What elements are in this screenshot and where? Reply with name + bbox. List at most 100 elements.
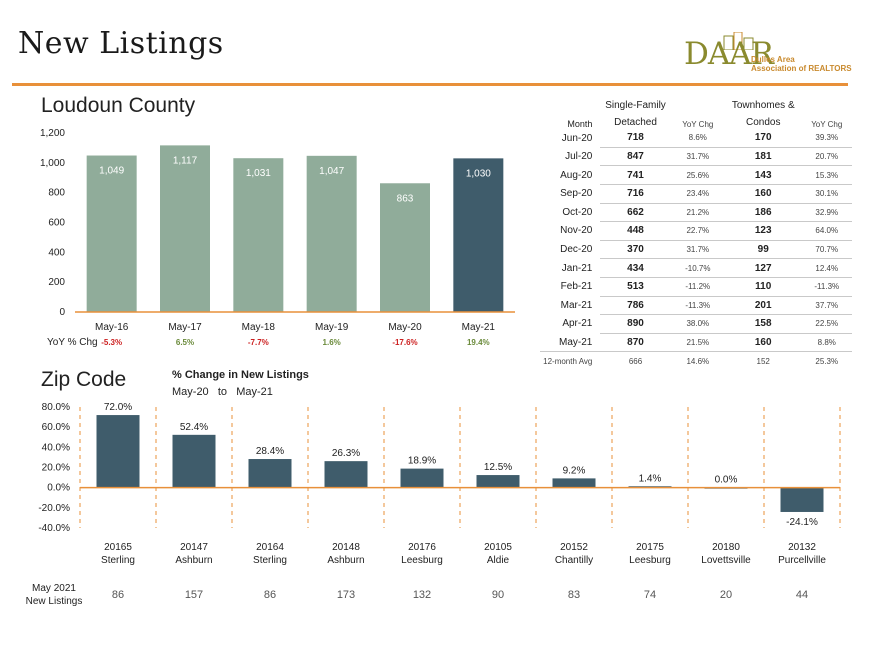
th-cell: 127 [724,258,802,278]
th-cell: 186 [724,203,802,223]
sfd-yoy-cell: 31.7% [670,240,725,260]
range-from: May-20 [172,386,209,398]
th-cell: 181 [724,147,802,167]
sfd-yoy-cell: 21.5% [670,333,725,353]
x-tick-label: May-17 [168,322,202,333]
x-tick-zip: 20176 [408,542,436,553]
sfd-cell: 718 [600,129,671,148]
new-listings-count: 157 [185,589,203,601]
footer-th-yoy: 25.3% [801,351,852,370]
th-cell: 158 [724,314,802,334]
logo-letters: DAAR [684,36,774,72]
month-cell: Jan-21 [561,262,593,274]
table-row: Jul-20 847 31.7% 181 20.7% [540,147,852,167]
bar-May-21 [453,158,504,312]
x-tick-city: Purcellville [778,555,826,566]
yoy-value: 1.6% [323,338,341,347]
bar-20152 [552,478,596,488]
new-listings-count: 86 [264,589,276,601]
sfd-cell: 448 [600,221,671,241]
x-tick-city: Sterling [253,555,287,566]
bar-20164 [248,459,292,488]
new-listings-count: 132 [413,589,431,601]
building-icon [723,32,754,50]
data-label: 0.0% [715,475,738,486]
sfd-cell: 513 [600,277,671,297]
data-label: 18.9% [408,456,436,467]
bar-May-18 [233,158,284,312]
sfd-yoy-cell: 23.4% [670,184,725,204]
sfd-yoy-cell: -11.3% [670,296,725,316]
yoy-value: -7.7% [248,338,269,347]
bar-20176 [400,468,444,488]
sfd-cell: 434 [600,258,671,278]
sfd-yoy-cell: 38.0% [670,314,725,334]
month-cell: Jul-20 [565,151,593,163]
header-th-line2: Condos [745,117,781,129]
th-cell: 99 [724,240,802,260]
logo-line1: Dulles Area [751,55,795,64]
bar-20132 [780,487,824,512]
new-listings-label-line2: New Listings [25,596,83,607]
table-footer-row: 12-month Avg 666 14.6% 152 25.3% [540,351,852,370]
y-tick-label: 800 [48,188,65,199]
x-tick-city: Leesburg [401,555,443,566]
y-tick-label: 400 [48,247,65,258]
sfd-cell: 370 [600,240,671,260]
bar-May-17 [160,145,210,312]
footer-sfd-yoy: 14.6% [670,351,725,370]
th-yoy-cell: 30.1% [801,184,852,204]
range-to: May-21 [236,386,273,398]
title-divider [12,83,848,86]
y-tick-label: 200 [48,277,65,288]
table-row: Oct-20 662 21.2% 186 32.9% [540,203,852,223]
monthly-listings-table: Single-Family Townhomes & Month Detached… [540,94,852,370]
table-row: Apr-21 890 38.0% 158 22.5% [540,314,852,334]
sfd-cell: 870 [600,333,671,353]
y-tick-label: 0 [59,307,65,318]
yoy-value: 6.5% [176,338,194,347]
x-tick-label: May-16 [95,322,129,333]
x-tick-zip: 20152 [560,542,588,553]
sfd-yoy-cell: 8.6% [670,129,725,148]
bar-20105 [476,475,520,488]
bar-May-20 [380,183,430,312]
new-listings-count: 83 [568,589,580,601]
footer-label: 12-month Avg [540,351,601,370]
bar-20148 [324,461,368,488]
footer-sfd: 666 [600,351,671,370]
th-yoy-cell: 12.4% [801,258,852,278]
sfd-cell: 662 [600,203,671,223]
sfd-yoy-cell: 31.7% [670,147,725,167]
data-label: 12.5% [484,462,512,473]
data-label: 52.4% [180,422,208,433]
table-row: Jun-20 718 8.6% 170 39.3% [540,129,852,148]
new-listings-count: 173 [337,589,355,601]
month-cell: Jun-20 [561,132,593,144]
x-tick-label: May-21 [462,322,496,333]
y-tick-label: 1,000 [40,158,65,169]
data-label: 28.4% [256,446,284,457]
table-row: May-21 870 21.5% 160 8.8% [540,333,852,353]
table-row: Dec-20 370 31.7% 99 70.7% [540,240,852,260]
sfd-cell: 786 [600,296,671,316]
x-tick-zip: 20105 [484,542,512,553]
month-cell: May-21 [558,336,593,348]
new-listings-count: 74 [644,589,656,601]
data-label: 26.3% [332,448,360,459]
th-cell: 143 [724,165,802,185]
month-cell: Sep-20 [560,188,593,200]
logo-line2: Association of REALTORS [751,64,852,73]
data-label: 72.0% [104,402,132,413]
th-yoy-cell: 22.5% [801,314,852,334]
y-tick-label: 20.0% [42,463,70,474]
sfd-yoy-cell: 21.2% [670,203,725,223]
new-listings-count: 86 [112,589,124,601]
sfd-yoy-cell: 25.6% [670,165,725,185]
th-yoy-cell: 15.3% [801,165,852,185]
x-tick-city: Sterling [101,555,135,566]
sfd-cell: 716 [600,184,671,204]
section-title-zip: Zip Code [41,368,127,391]
